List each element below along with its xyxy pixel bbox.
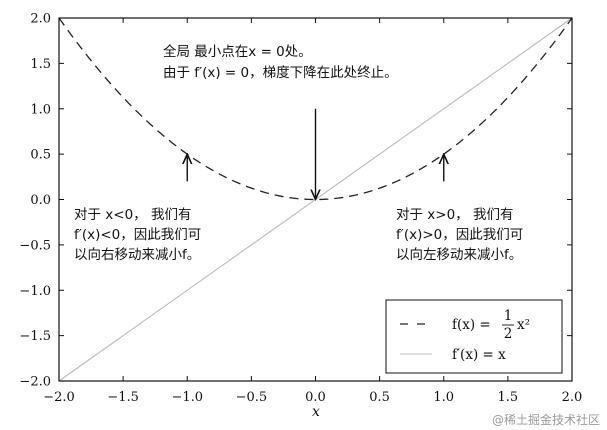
y-tick-label: −1.0 <box>19 284 51 299</box>
y-tick-label: −0.5 <box>19 238 51 253</box>
x-axis-label: x <box>312 404 320 420</box>
legend-label-tail: x² <box>517 317 530 333</box>
x-tick-label: 1.5 <box>498 390 519 405</box>
y-tick-label: 2.0 <box>30 12 51 27</box>
x-tick-label: 0.5 <box>369 390 390 405</box>
legend-fraction-denominator: 2 <box>504 326 513 342</box>
x-tick-label: 1.0 <box>433 390 454 405</box>
y-tick-label: −2.0 <box>19 375 51 390</box>
y-tick-label: 1.0 <box>30 102 51 117</box>
x-tick-label: −1.5 <box>107 390 139 405</box>
y-tick-label: 0.5 <box>30 148 51 163</box>
annotation-text: 以向左移动来减小f。 <box>396 247 522 263</box>
y-tick-label: 1.5 <box>30 57 51 72</box>
annotation-text: 对于 x>0， 我们有 <box>396 207 513 223</box>
x-tick-label: 2.0 <box>562 390 583 405</box>
legend-fraction-numerator: 1 <box>504 308 513 324</box>
y-tick-label: −1.5 <box>19 329 51 344</box>
legend-label-function: f(x) = <box>452 317 491 333</box>
legend-label-derivative: f′(x) = x <box>452 347 506 363</box>
annotation-text: f′(x)<0，因此我们可 <box>74 227 201 243</box>
x-tick-label: 0.0 <box>305 390 326 405</box>
annotation-text: 由于 f′(x) = 0，梯度下降在此处终止。 <box>163 65 398 81</box>
y-tick-label: 0.0 <box>30 193 51 208</box>
annotation-text: 对于 x<0， 我们有 <box>74 207 191 223</box>
x-tick-label: −2.0 <box>43 390 75 405</box>
legend: f(x) = 1 2x² f′(x) = x <box>385 299 563 374</box>
x-tick-label: −1.0 <box>171 390 203 405</box>
x-tick-label: −0.5 <box>236 390 268 405</box>
annotation-text: f′(x)>0，因此我们可 <box>396 227 523 243</box>
legend-box <box>385 299 563 374</box>
watermark: @稀土掘金技术社区 <box>492 412 600 427</box>
annotation-text: 全局 最小点在x = 0处。 <box>163 43 312 60</box>
annotation-text: 以向右移动来减小f。 <box>74 247 200 263</box>
